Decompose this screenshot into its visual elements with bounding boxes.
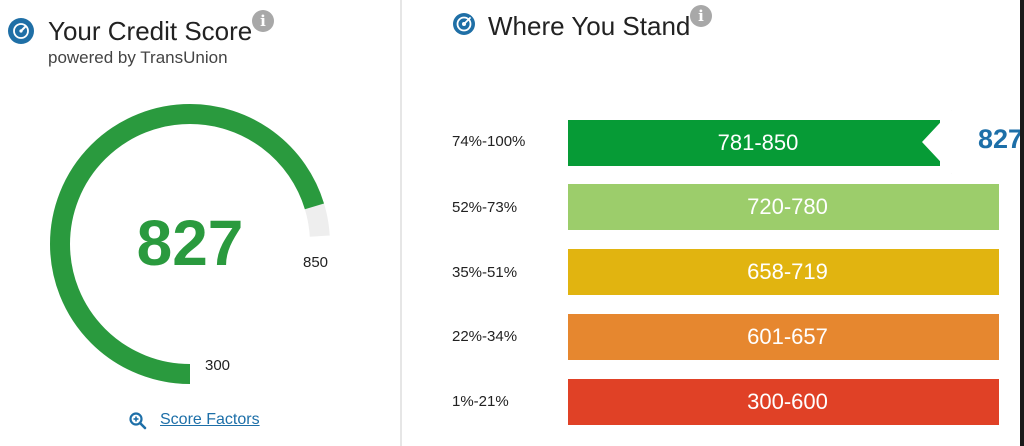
score-gauge — [50, 104, 330, 384]
score-factors-link[interactable]: Score Factors — [160, 411, 260, 428]
score-range-label: 658-719 — [747, 259, 828, 284]
score-range-bar: 601-657 — [568, 314, 999, 360]
credit-score-value: 827 — [136, 207, 244, 279]
credit-score-subtitle: powered by TransUnion — [48, 48, 228, 67]
magnifier-icon[interactable] — [128, 411, 148, 436]
gauge-min-label: 300 — [205, 357, 231, 374]
info-icon[interactable]: i — [252, 10, 274, 32]
current-score-marker-value: 827 — [978, 124, 1024, 154]
panel-divider — [400, 0, 402, 446]
score-range-label: 781-850 — [717, 130, 799, 155]
info-icon[interactable]: i — [690, 5, 712, 27]
gauge-max-label: 850 — [303, 254, 329, 271]
percentile-label: 35%-51% — [452, 264, 518, 281]
target-icon — [452, 12, 476, 41]
score-range-bar: 720-780 — [568, 184, 999, 230]
score-range-label: 601-657 — [747, 324, 828, 349]
percentile-label: 1%-21% — [452, 393, 509, 410]
gauge-icon — [8, 18, 34, 44]
credit-score-title: Your Credit Score — [48, 16, 253, 46]
percentile-label: 52%-73% — [452, 199, 518, 216]
percentile-label: 22%-34% — [452, 328, 518, 345]
where-you-stand-title: Where You Stand — [488, 11, 691, 41]
score-range-bar: 300-600 — [568, 379, 999, 425]
score-range-label: 720-780 — [747, 194, 828, 219]
score-range-label: 300-600 — [747, 389, 828, 414]
percentile-label: 74%-100% — [452, 133, 526, 150]
score-range-bar: 781-850 — [568, 120, 940, 166]
gauge-fill — [50, 104, 330, 384]
window-edge — [1020, 0, 1024, 446]
score-range-bar: 658-719 — [568, 249, 999, 295]
credit-score-panel: Your Credit Score i powered by TransUnio… — [0, 0, 400, 446]
